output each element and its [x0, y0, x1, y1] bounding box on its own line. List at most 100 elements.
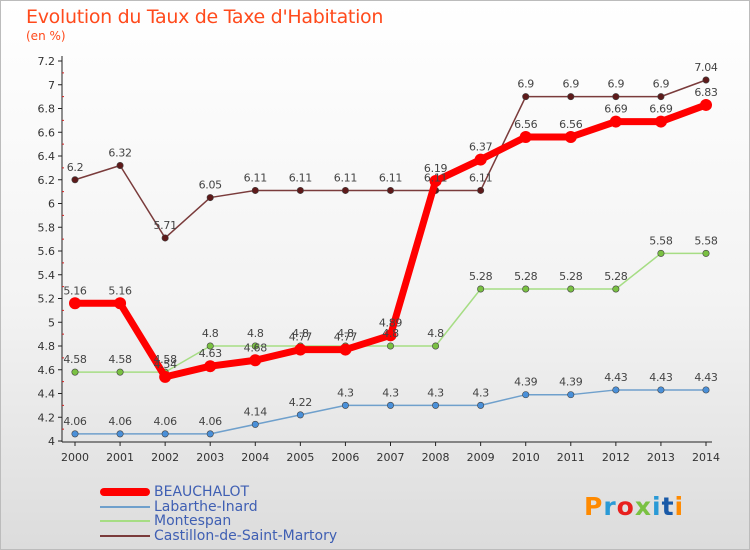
y-tick-label: 7 — [48, 79, 55, 92]
data-label: 6.9 — [517, 78, 534, 91]
data-point — [609, 115, 622, 128]
data-label: 4.3 — [337, 386, 354, 399]
data-label: 5.28 — [469, 270, 493, 283]
y-tick-label: 4.8 — [38, 340, 56, 353]
data-point — [386, 342, 394, 350]
x-tick-label: 2000 — [61, 451, 89, 464]
data-label: 6.9 — [562, 78, 579, 91]
data-label: 4.8 — [292, 327, 309, 340]
x-tick-label: 2010 — [512, 451, 540, 464]
data-point — [519, 131, 532, 143]
data-point — [296, 186, 304, 194]
y-tick-label: 5.4 — [38, 269, 56, 282]
data-label: 4.06 — [108, 415, 132, 428]
y-tick-label: 4 — [48, 435, 55, 448]
x-tick-label: 2004 — [241, 451, 269, 464]
data-point — [477, 285, 485, 293]
legend-swatch-montespan — [100, 520, 150, 522]
data-label: 6.9 — [608, 78, 625, 91]
data-point — [700, 98, 712, 111]
data-point — [206, 430, 214, 438]
y-tick-label: 4.6 — [38, 364, 56, 377]
data-label: 4.77 — [289, 331, 313, 344]
proxiti-logo: Proxiti — [584, 492, 684, 521]
data-label: 6.83 — [694, 86, 718, 99]
legend-label-castillon: Castillon-de-Saint-Martory — [154, 528, 338, 544]
logo-letter: t — [661, 492, 675, 521]
data-point — [251, 342, 259, 350]
data-point — [612, 285, 620, 293]
data-point — [429, 174, 442, 187]
data-label: 6.37 — [469, 141, 493, 154]
x-tick-label: 2006 — [331, 451, 359, 464]
legend-item-labarthe-inard: Labarthe-Inard — [100, 499, 420, 515]
data-label: 4.68 — [244, 341, 268, 354]
y-tick-label: 6.6 — [38, 126, 56, 139]
data-label: 5.28 — [559, 270, 583, 283]
data-label: 4.89 — [379, 316, 403, 329]
data-label: 4.8 — [382, 327, 399, 340]
data-point — [71, 430, 79, 438]
data-point — [432, 342, 440, 350]
data-point — [161, 430, 169, 438]
data-label: 4.14 — [244, 405, 268, 418]
data-point — [567, 93, 575, 101]
data-point — [116, 368, 124, 376]
x-tick-label: 2009 — [467, 451, 495, 464]
x-tick-label: 2008 — [422, 451, 450, 464]
y-tick-label: 4.4 — [38, 388, 56, 401]
data-label: 4.58 — [108, 353, 132, 366]
data-label: 6.11 — [424, 171, 447, 184]
data-label: 5.28 — [604, 270, 628, 283]
data-label: 6.56 — [514, 118, 538, 131]
data-point — [477, 186, 485, 194]
data-label: 5.16 — [63, 284, 87, 297]
data-point — [702, 249, 710, 257]
data-point — [522, 285, 530, 293]
y-tick-label: 6.8 — [38, 103, 56, 116]
data-label: 4.43 — [604, 371, 628, 384]
data-label: 4.77 — [334, 331, 358, 344]
data-point — [341, 186, 349, 194]
data-point — [161, 234, 169, 242]
data-point — [296, 411, 304, 419]
logo-letter: o — [616, 492, 635, 521]
data-label: 5.58 — [694, 234, 718, 247]
data-point — [294, 343, 307, 356]
y-tick-label: 7.2 — [38, 55, 56, 68]
data-label: 6.05 — [199, 179, 223, 192]
data-label: 4.63 — [199, 347, 223, 360]
x-tick-label: 2002 — [151, 451, 179, 464]
data-label: 4.8 — [202, 327, 219, 340]
data-label: 6.9 — [653, 78, 670, 91]
x-tick-label: 2014 — [692, 451, 720, 464]
data-label: 6.69 — [604, 103, 628, 116]
data-label: 4.58 — [63, 353, 87, 366]
data-point — [702, 386, 710, 394]
data-label: 6.11 — [469, 171, 492, 184]
data-label: 4.8 — [247, 327, 264, 340]
data-label: 4.54 — [153, 358, 177, 371]
data-point — [654, 115, 667, 128]
data-point — [206, 342, 214, 350]
logo-letter: P — [584, 492, 604, 521]
legend-item-beauchalot: BEAUCHALOT — [100, 484, 420, 500]
chart-title: Evolution du Taux de Taxe d'Habitation — [26, 6, 384, 28]
data-label: 4.8 — [337, 327, 354, 340]
data-point — [251, 420, 259, 428]
data-label: 5.58 — [649, 234, 673, 247]
data-label: 4.8 — [427, 327, 444, 340]
data-label: 6.11 — [379, 171, 402, 184]
data-point — [251, 186, 259, 194]
legend-label-labarthe-inard: Labarthe-Inard — [154, 499, 258, 515]
data-point — [116, 162, 124, 170]
x-tick-label: 2007 — [377, 451, 405, 464]
data-label: 4.06 — [153, 415, 177, 428]
data-label: 4.06 — [63, 415, 87, 428]
logo-letter: i — [652, 492, 662, 521]
data-point — [386, 186, 394, 194]
data-label: 4.39 — [559, 376, 583, 389]
data-point — [206, 194, 214, 202]
